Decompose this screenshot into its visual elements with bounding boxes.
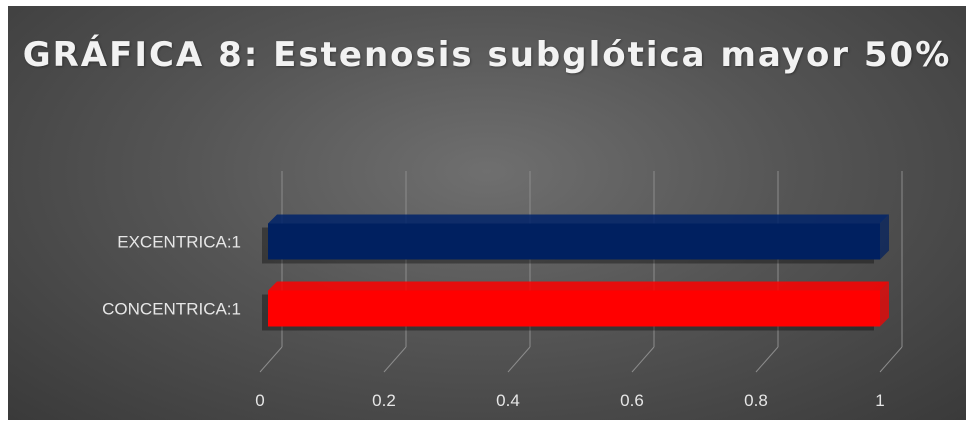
category-label: EXCENTRICA:1 — [117, 233, 241, 252]
gridline-floor — [507, 346, 531, 373]
gridline-floor — [879, 346, 903, 373]
bar-excentrica-1 — [268, 223, 880, 260]
chart-area: GRÁFICA 8: Estenosis subglótica mayor 50… — [8, 6, 966, 420]
x-tick-label: 0.4 — [496, 391, 520, 410]
gridline-floor — [383, 346, 407, 373]
gridline-floor — [259, 346, 283, 373]
bar-top-face — [268, 281, 889, 291]
bar-concentrica-1 — [268, 290, 880, 327]
chart-title: GRÁFICA 8: Estenosis subglótica mayor 50… — [22, 35, 952, 75]
bar-chart: 0 0.2 0.4 0.6 0.8 1 CONCENTRICA:1 EXCENTRICA:1 — [102, 171, 903, 410]
bar-side-face — [880, 281, 889, 327]
x-tick-label: 0.2 — [372, 391, 396, 410]
category-label: CONCENTRICA:1 — [102, 300, 241, 319]
x-tick-label: 0.6 — [620, 391, 644, 410]
bar-side-face — [880, 214, 889, 260]
gridline-floor — [631, 346, 655, 373]
gridline-floor — [755, 346, 779, 373]
x-tick-label: 0 — [255, 391, 264, 410]
x-tick-label: 0.8 — [744, 391, 768, 410]
x-tick-label: 1 — [875, 391, 884, 410]
bar-top-face — [268, 214, 889, 224]
